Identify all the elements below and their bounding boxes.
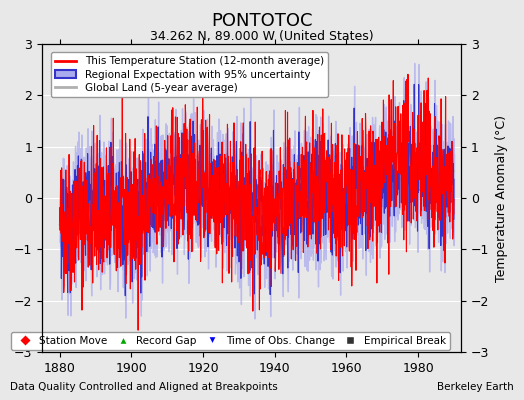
Text: 34.262 N, 89.000 W (United States): 34.262 N, 89.000 W (United States) [150,30,374,43]
Text: Data Quality Controlled and Aligned at Breakpoints: Data Quality Controlled and Aligned at B… [10,382,278,392]
Text: Berkeley Earth: Berkeley Earth [437,382,514,392]
Text: PONTOTOC: PONTOTOC [211,12,313,30]
Y-axis label: Temperature Anomaly (°C): Temperature Anomaly (°C) [495,114,508,282]
Legend: Station Move, Record Gap, Time of Obs. Change, Empirical Break: Station Move, Record Gap, Time of Obs. C… [11,332,450,350]
